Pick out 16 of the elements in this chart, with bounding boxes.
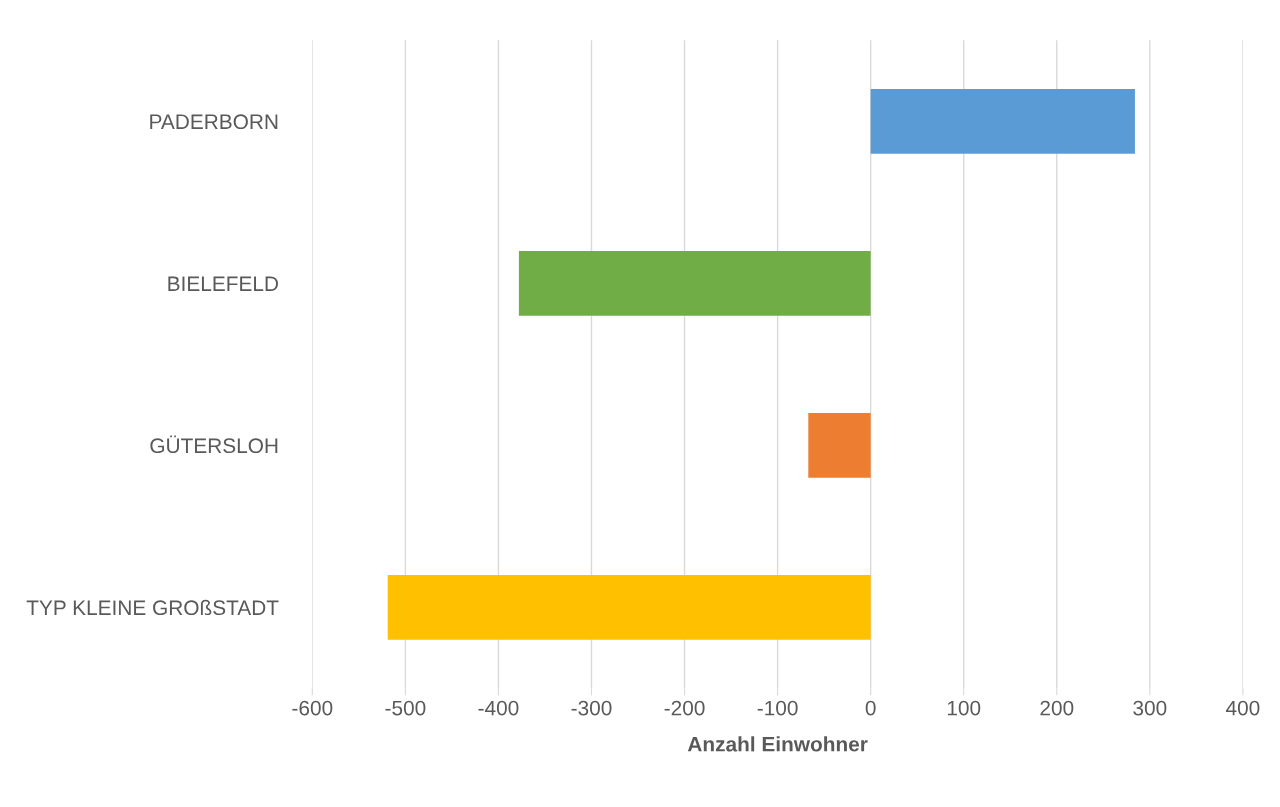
y-tick-label: BIELEFELD [168, 276, 278, 291]
x-tick-label: 0 [865, 700, 876, 716]
x-tick-label: 200 [1040, 700, 1074, 716]
x-tick-label: -500 [385, 700, 426, 716]
x-tick-label: -300 [571, 700, 612, 716]
y-tick-label: PADERBORN [150, 114, 278, 130]
y-tick-label: GÜTERSLOH [150, 435, 278, 454]
x-tick-label: 300 [1133, 700, 1167, 716]
x-tick-label: -600 [292, 700, 333, 716]
x-axis-title: Anzahl Einwohner [687, 736, 868, 752]
x-tick-label: -100 [757, 700, 798, 716]
y-tick-label: TYP KLEINE GROßSTADT [26, 599, 279, 616]
x-tick-label: 100 [947, 700, 981, 716]
x-tick-label: 400 [1225, 700, 1260, 716]
x-tick-label: -200 [664, 700, 705, 716]
x-tick-label: -400 [478, 700, 519, 716]
